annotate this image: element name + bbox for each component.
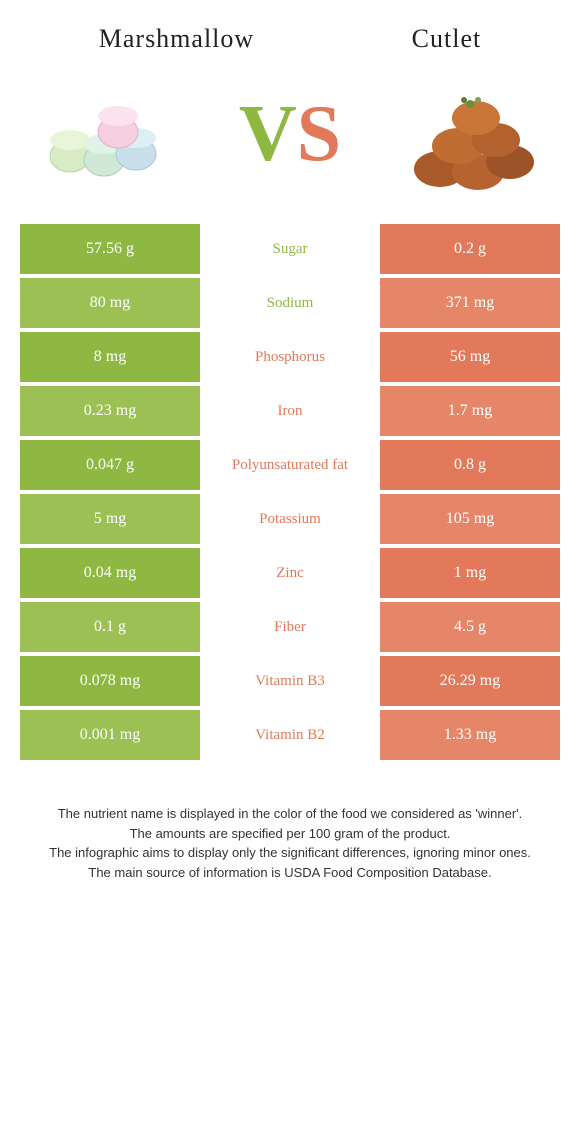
header: Marshmallow Cutlet xyxy=(0,0,580,64)
right-value: 4.5 g xyxy=(380,602,560,652)
nutrient-label: Iron xyxy=(200,386,380,436)
marshmallow-icon xyxy=(40,84,180,184)
table-row: 0.23 mgIron1.7 mg xyxy=(20,386,560,436)
table-row: 57.56 gSugar0.2 g xyxy=(20,224,560,274)
left-value: 57.56 g xyxy=(20,224,200,274)
nutrient-label: Potassium xyxy=(200,494,380,544)
table-row: 0.001 mgVitamin B21.33 mg xyxy=(20,710,560,760)
left-value: 0.078 mg xyxy=(20,656,200,706)
right-value: 1.33 mg xyxy=(380,710,560,760)
right-value: 0.2 g xyxy=(380,224,560,274)
nutrient-label: Vitamin B3 xyxy=(200,656,380,706)
vs-v: V xyxy=(239,89,297,180)
left-value: 5 mg xyxy=(20,494,200,544)
left-value: 0.001 mg xyxy=(20,710,200,760)
left-title: Marshmallow xyxy=(99,24,254,54)
right-image xyxy=(400,74,540,194)
footnote: The nutrient name is displayed in the co… xyxy=(0,764,580,912)
right-value: 1 mg xyxy=(380,548,560,598)
table-row: 0.04 mgZinc1 mg xyxy=(20,548,560,598)
left-value: 8 mg xyxy=(20,332,200,382)
nutrient-label: Zinc xyxy=(200,548,380,598)
nutrient-label: Fiber xyxy=(200,602,380,652)
footnote-line: The main source of information is USDA F… xyxy=(30,863,550,883)
right-value: 56 mg xyxy=(380,332,560,382)
footnote-line: The nutrient name is displayed in the co… xyxy=(30,804,550,824)
nutrient-label: Polyunsaturated fat xyxy=(200,440,380,490)
footnote-line: The amounts are specified per 100 gram o… xyxy=(30,824,550,844)
left-value: 0.047 g xyxy=(20,440,200,490)
nutrient-label: Sodium xyxy=(200,278,380,328)
table-row: 80 mgSodium371 mg xyxy=(20,278,560,328)
table-row: 0.1 gFiber4.5 g xyxy=(20,602,560,652)
vs-s: S xyxy=(297,89,342,180)
nutrient-label: Phosphorus xyxy=(200,332,380,382)
left-value: 0.04 mg xyxy=(20,548,200,598)
right-value: 105 mg xyxy=(380,494,560,544)
left-value: 0.23 mg xyxy=(20,386,200,436)
footnote-line: The infographic aims to display only the… xyxy=(30,843,550,863)
nutrient-label: Sugar xyxy=(200,224,380,274)
nutrient-label: Vitamin B2 xyxy=(200,710,380,760)
left-value: 0.1 g xyxy=(20,602,200,652)
table-row: 0.078 mgVitamin B326.29 mg xyxy=(20,656,560,706)
table-row: 8 mgPhosphorus56 mg xyxy=(20,332,560,382)
right-value: 26.29 mg xyxy=(380,656,560,706)
right-value: 0.8 g xyxy=(380,440,560,490)
left-value: 80 mg xyxy=(20,278,200,328)
right-value: 371 mg xyxy=(380,278,560,328)
table-row: 5 mgPotassium105 mg xyxy=(20,494,560,544)
table-row: 0.047 gPolyunsaturated fat0.8 g xyxy=(20,440,560,490)
right-value: 1.7 mg xyxy=(380,386,560,436)
cutlet-icon xyxy=(400,74,540,194)
hero: VS xyxy=(0,64,580,224)
right-title: Cutlet xyxy=(412,24,482,54)
vs-label: VS xyxy=(239,89,341,180)
left-image xyxy=(40,74,180,194)
comparison-table: 57.56 gSugar0.2 g80 mgSodium371 mg8 mgPh… xyxy=(0,224,580,760)
